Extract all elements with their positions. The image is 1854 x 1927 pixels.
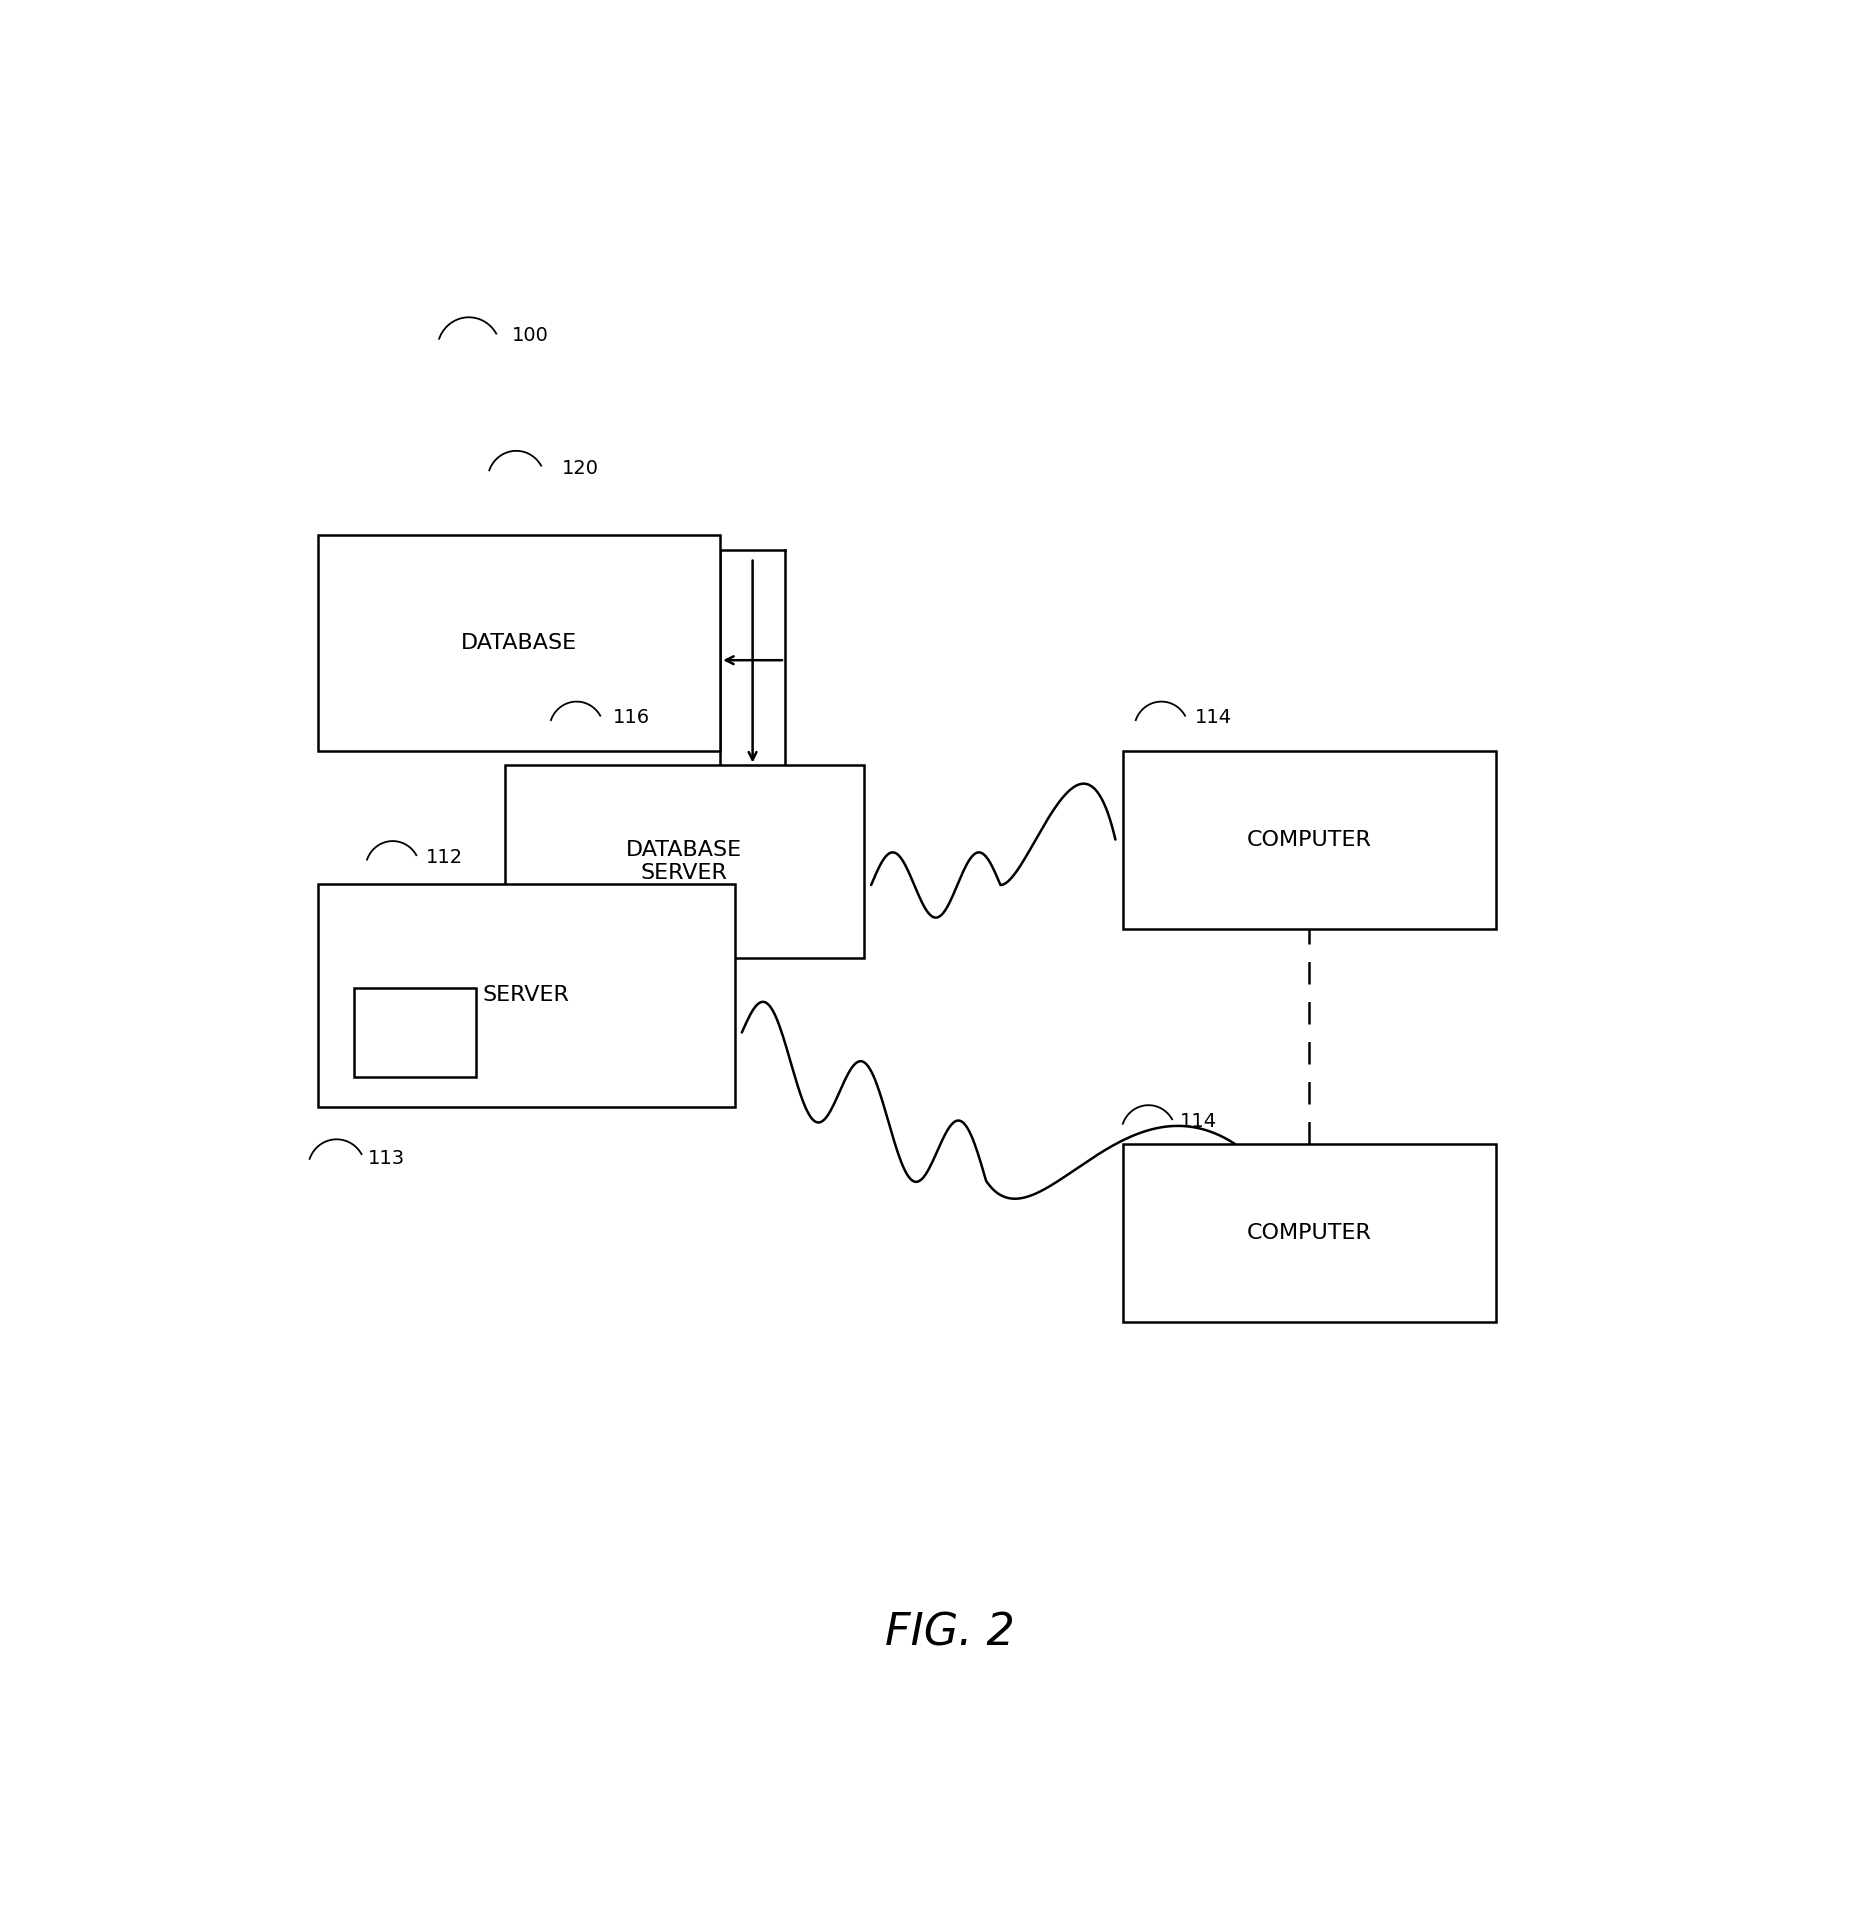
Text: DATABASE: DATABASE [462,632,577,653]
Text: 113: 113 [369,1148,406,1168]
Text: 112: 112 [426,848,464,867]
Text: DATABASE
SERVER: DATABASE SERVER [627,840,742,883]
Text: FIG. 2: FIG. 2 [884,1611,1016,1655]
Text: 100: 100 [512,326,549,345]
Bar [354,989,476,1077]
Text: 116: 116 [612,709,649,726]
Text: COMPUTER: COMPUTER [1248,831,1372,850]
Bar [319,884,734,1106]
Text: 114: 114 [1181,1112,1218,1131]
Bar [319,536,719,752]
Bar [1124,1145,1496,1322]
Bar [504,765,864,958]
Bar [1124,750,1496,929]
Text: COMPUTER: COMPUTER [1248,1224,1372,1243]
Text: 114: 114 [1194,709,1231,726]
Text: SERVER: SERVER [482,985,569,1006]
Text: 120: 120 [562,459,599,478]
